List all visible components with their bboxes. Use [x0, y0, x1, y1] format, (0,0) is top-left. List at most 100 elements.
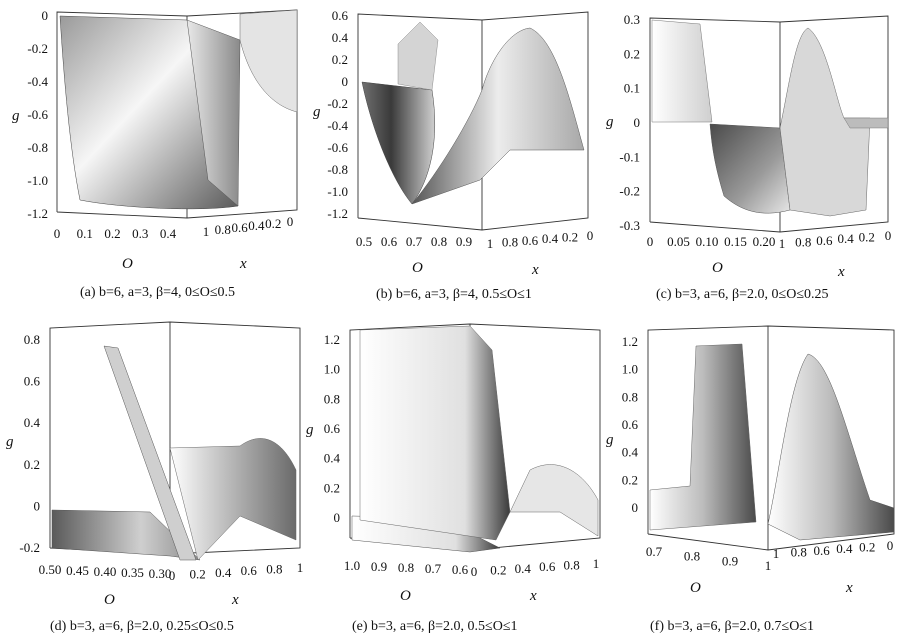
x-tick-label: 0.2 [859, 540, 875, 555]
z-tick-label: 0.2 [624, 46, 640, 61]
z-tick-label: -0.6 [327, 140, 348, 155]
surface-f-peak [767, 353, 895, 541]
o-ticks-a: 0 0.1 0.2 0.3 0.4 [54, 226, 177, 241]
z-tick-label: 0 [34, 498, 41, 513]
caption-b: (b) b=6, a=3, β=4, 0.5≤O≤1 [376, 287, 532, 302]
z-tick-label: 1.0 [324, 362, 340, 377]
x-axis-label-a: x [239, 256, 247, 272]
panel-a: 0-0.2-0.4-0.6-0.8-1.0-1.2 0 0.1 0.2 0.3 0.4 … [12, 8, 298, 300]
x-tick-label: 0.2 [562, 230, 578, 245]
x-tick-label: 0.8 [502, 234, 518, 249]
x-ticks-b: 1 0.8 0.6 0.4 0.2 0 [487, 228, 594, 251]
x-tick-label: 1 [487, 236, 494, 251]
o-tick-label: 0.4 [160, 226, 177, 241]
z-tick-label: 0 [42, 8, 49, 23]
surface-b-left [361, 81, 436, 205]
o-tick-label: 0.15 [724, 234, 747, 249]
z-ticks-a: 0 -0.2 -0.4 -0.6 -0.8 -1.0 -1.2 [27, 8, 48, 221]
surface-d-wave [169, 438, 297, 561]
x-axis-label-d: x [231, 592, 239, 608]
z-tick-label: 0.6 [324, 421, 341, 436]
z-tick-label: 1.2 [324, 332, 340, 347]
x-tick-label: 0 [169, 568, 176, 583]
surface-e-wave [509, 464, 599, 537]
surface-c-plateau [651, 19, 713, 123]
o-ticks-e: 1.0 0.9 0.8 0.7 0.6 [344, 558, 469, 577]
z-tick-label: -0.2 [327, 96, 348, 111]
x-axis-label-e: x [529, 588, 537, 604]
z-tick-label: 0.2 [622, 472, 638, 487]
plot-box-f [647, 325, 895, 551]
o-tick-label: 0.1 [77, 226, 93, 241]
x-tick-label: 0.6 [241, 563, 258, 578]
x-tick-label: 0.8 [266, 562, 282, 577]
z-tick-label: 0.3 [624, 12, 640, 27]
panel-d: 0.80.60.40.20-0.2 0.50 0.45 0.40 0.35 0.30 0… [6, 321, 304, 634]
z-tick-label: 0.6 [24, 374, 41, 389]
z-tick-label: 0.8 [324, 391, 340, 406]
z-tick-label: 1.2 [622, 334, 638, 349]
z-tick-label: 0.4 [24, 415, 41, 430]
x-tick-label: 0.8 [795, 234, 811, 249]
z-tick-label: 0 [334, 510, 341, 525]
o-ticks-c: 0 0.05 0.10 0.15 0.20 [647, 234, 776, 249]
x-tick-label: 0 [587, 228, 594, 243]
x-tick-label: 1 [773, 546, 780, 561]
x-tick-label: 1 [297, 560, 304, 575]
x-tick-label: 1 [593, 556, 600, 571]
o-tick-label: 0.5 [356, 234, 372, 249]
o-axis-label-f: O [690, 580, 701, 596]
o-tick-label: 0.50 [39, 562, 62, 577]
panel-f: 1.2 1.0 0.8 0.6 0.4 0.2 0 0.7 0.8 0.9 1 1 0.8 0.6 0.… [606, 325, 895, 634]
x-tick-label: 0.8 [215, 222, 231, 237]
x-tick-label: 0.4 [542, 231, 559, 246]
o-tick-label: 0.9 [371, 559, 387, 574]
x-axis-label-f: x [845, 580, 853, 596]
z-ticks-f: 1.2 1.0 0.8 0.6 0.4 0.2 0 [622, 334, 639, 515]
z-axis-label-b: g [313, 104, 321, 120]
z-tick-label: -1.2 [27, 206, 48, 221]
panel-e: 1.2 1.0 0.8 0.6 0.4 0.2 0 1.0 0.9 0.8 0.7 0.6 0 0.2… [306, 323, 601, 634]
z-tick-label: -0.4 [327, 118, 348, 133]
o-tick-label: 0.9 [456, 234, 472, 249]
z-ticks-c: 0.3 0.2 0.1 0 -0.1 -0.2 -0.3 [619, 12, 640, 233]
o-tick-label: 0.45 [66, 563, 89, 578]
caption-e: (e) b=3, a=6, β=2.0, 0.5≤O≤1 [352, 619, 518, 634]
x-ticks-a: 1 0.8 0.6 0.4 0.2 0 [203, 214, 294, 239]
z-ticks-e: 1.2 1.0 0.8 0.6 0.4 0.2 0 [324, 332, 341, 525]
z-tick-label: -0.4 [27, 74, 48, 89]
o-tick-label: 0.8 [684, 549, 700, 564]
caption-d: (d) b=3, a=6, β=2.0, 0.25≤O≤0.5 [50, 619, 234, 634]
o-tick-label: 0.30 [149, 566, 172, 581]
z-tick-label: 0.6 [622, 417, 639, 432]
x-ticks-f: 1 0.8 0.6 0.4 0.2 0 [773, 538, 894, 561]
surface-a-back [239, 9, 298, 113]
surface-e-wall [359, 325, 511, 541]
z-tick-label: -0.6 [27, 107, 48, 122]
z-tick-label: 0.1 [624, 81, 640, 96]
x-tick-label: 0.4 [837, 231, 854, 246]
z-tick-label: 0.6 [332, 8, 349, 23]
o-tick-label: 0.8 [398, 560, 414, 575]
panel-b: 0.60.40.20-0.2-0.4-0.6-0.8-1.0-1.2 0.5 0.… [313, 8, 593, 302]
o-tick-label: 0.05 [667, 234, 690, 249]
surface-d-stair [103, 345, 197, 561]
o-ticks-b: 0.5 0.6 0.7 0.8 0.9 [356, 234, 472, 249]
surface-b-spikes [397, 21, 439, 91]
x-tick-label: 1 [779, 236, 786, 251]
x-tick-label: 0.8 [563, 558, 579, 573]
z-tick-label: 0 [634, 115, 641, 130]
z-tick-label: 0.2 [324, 480, 340, 495]
o-axis-label-a: O [122, 256, 133, 272]
o-axis-label-c: O [712, 260, 723, 276]
x-ticks-e: 0 0.2 0.4 0.6 0.8 1 [471, 556, 600, 579]
z-tick-label: -0.8 [27, 140, 48, 155]
x-tick-label: 0.4 [515, 561, 532, 576]
surface-a-ridge [186, 19, 241, 207]
o-axis-label-e: O [400, 588, 411, 604]
z-tick-label: 0.4 [332, 30, 349, 45]
x-tick-label: 0.2 [859, 230, 875, 245]
o-tick-label: 0.40 [94, 564, 117, 579]
o-axis-label-d: O [104, 592, 115, 608]
o-tick-label: 1.0 [344, 558, 360, 573]
